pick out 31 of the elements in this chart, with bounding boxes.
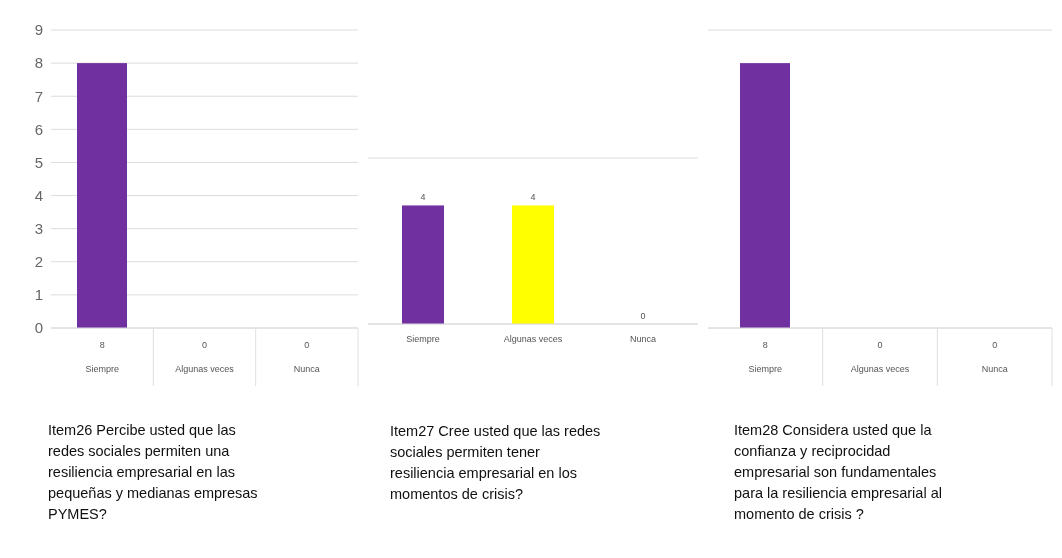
data-label: 0 — [201, 340, 208, 350]
y-tick-label: 4 — [34, 186, 43, 204]
x-tick-label: Algunas veces — [503, 334, 563, 344]
x-tick-label: Nunca — [981, 364, 1008, 374]
y-tick-label: 3 — [34, 219, 43, 237]
data-label: 8 — [762, 340, 768, 350]
text: Item28 Considera usted que la confianza y reciprocidad empresarial son fundamentales para la resiliencia empresarial al momento de crisis ? — [734, 421, 943, 524]
text: Item27 Cree usted que las redes sociales permiten tener resiliencia empresarial en los momentos de crisis? — [390, 422, 602, 504]
x-tick-label: Siempre — [85, 364, 119, 374]
data-label: 4 — [530, 192, 536, 203]
data-label: 0 — [640, 311, 646, 321]
data-label: 0 — [304, 340, 310, 350]
x-tick-label: Nunca — [293, 364, 320, 374]
y-tick-label: 8 — [34, 54, 43, 72]
y-tick-label: 7 — [34, 87, 43, 105]
x-tick-label: Algunas veces — [850, 364, 910, 374]
y-tick-label: 0 — [34, 319, 43, 337]
y-tick-label: 5 — [34, 153, 43, 171]
data-label: 4 — [420, 192, 426, 203]
text: Item26 Percibe usted que las redes sociales permiten una resiliencia empresarial en las pequeñas y medianas empresas PYMES? — [48, 421, 259, 524]
data-label: 8 — [99, 340, 105, 350]
x-tick-label: Nunca — [629, 334, 657, 344]
data-label: 0 — [877, 340, 883, 350]
y-tick-label: 1 — [34, 286, 43, 304]
y-tick-label: 6 — [34, 120, 43, 138]
data-label: 0 — [992, 340, 998, 350]
x-tick-label: Algunas veces — [175, 364, 235, 374]
x-tick-label: Siempre — [748, 364, 783, 374]
y-tick-label: 9 — [34, 21, 43, 39]
y-tick-label: 2 — [34, 253, 43, 271]
x-tick-label: Siempre — [406, 334, 440, 344]
